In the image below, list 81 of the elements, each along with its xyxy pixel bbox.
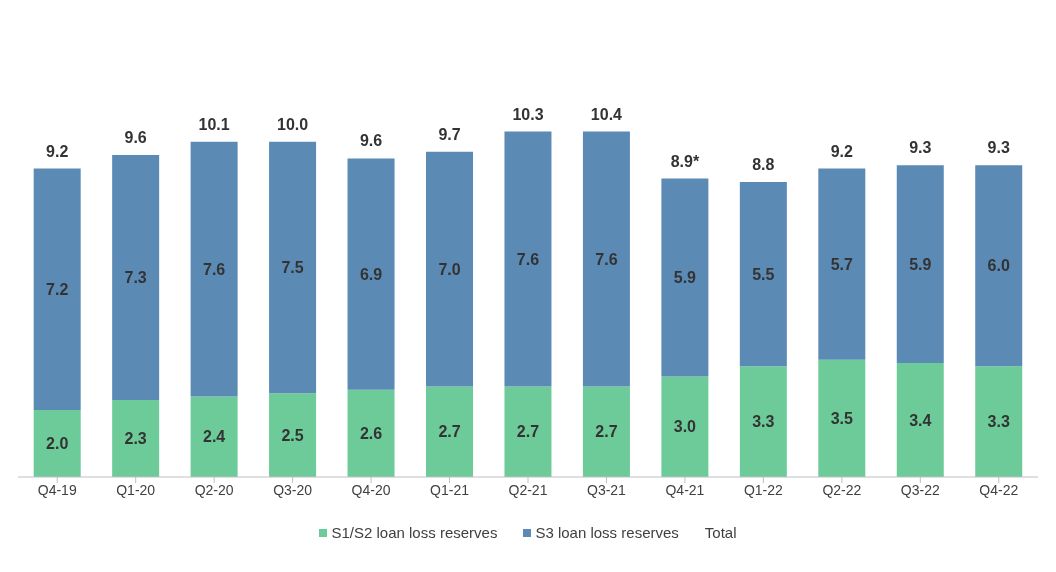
data-label: 7.6 bbox=[516, 250, 540, 268]
data-label: 5.9 bbox=[909, 255, 932, 273]
total-label: 9.2 bbox=[830, 142, 854, 160]
bar bbox=[818, 168, 866, 360]
bar bbox=[33, 168, 81, 410]
x-tick-label: Q1-21 bbox=[430, 481, 470, 498]
bar bbox=[896, 362, 944, 477]
total-label: 10.0 bbox=[277, 115, 309, 133]
x-tick-label: Q2-21 bbox=[508, 481, 548, 498]
total-label: 9.6 bbox=[124, 129, 147, 147]
data-label: 5.5 bbox=[752, 265, 775, 283]
data-label: 5.7 bbox=[830, 255, 854, 273]
data-label: 6.9 bbox=[359, 265, 383, 283]
x-tick-label: Q4-22 bbox=[979, 481, 1019, 498]
bar bbox=[818, 359, 866, 477]
total-label: 10.1 bbox=[198, 115, 230, 133]
data-label: 6.0 bbox=[987, 257, 1010, 275]
bar bbox=[112, 155, 160, 400]
bar bbox=[896, 165, 944, 363]
x-tick-label: Q3-22 bbox=[900, 481, 940, 498]
bar bbox=[269, 141, 317, 394]
data-label: 2.4 bbox=[202, 428, 226, 446]
data-label: 2.0 bbox=[46, 435, 69, 453]
x-tick-label: Q3-20 bbox=[273, 481, 313, 498]
bar bbox=[269, 393, 317, 477]
bar bbox=[190, 396, 238, 477]
bar bbox=[426, 151, 473, 387]
bar bbox=[739, 181, 787, 367]
x-tick-label: Q3-21 bbox=[587, 481, 627, 498]
data-label: 2.7 bbox=[438, 423, 461, 441]
bar bbox=[661, 178, 709, 377]
total-label: 9.6 bbox=[359, 132, 383, 150]
total-label: 8.9* bbox=[670, 152, 700, 170]
bar bbox=[739, 366, 787, 477]
total-label: 10.3 bbox=[512, 105, 544, 123]
bar bbox=[190, 141, 238, 397]
data-label: 7.5 bbox=[281, 259, 304, 277]
bar bbox=[582, 386, 630, 477]
data-label: 3.0 bbox=[673, 418, 697, 436]
total-label: 8.8 bbox=[752, 155, 775, 173]
x-tick-label: Q1-22 bbox=[743, 481, 784, 498]
legend-label: S3 loan loss reserves bbox=[535, 524, 679, 541]
bar bbox=[347, 158, 395, 390]
bar bbox=[347, 389, 395, 477]
data-label: 7.2 bbox=[46, 280, 69, 298]
data-label: 7.3 bbox=[124, 269, 147, 287]
total-label: 9.3 bbox=[987, 139, 1010, 157]
data-label: 2.6 bbox=[359, 425, 383, 443]
data-label: 7.6 bbox=[202, 260, 226, 278]
bar bbox=[504, 386, 552, 477]
x-tick-label: Q4-19 bbox=[37, 481, 77, 498]
data-label: 3.4 bbox=[909, 411, 932, 429]
data-label: 3.3 bbox=[752, 413, 775, 431]
bar bbox=[112, 399, 160, 477]
data-label: 3.3 bbox=[987, 413, 1010, 431]
data-label: 2.7 bbox=[516, 423, 540, 441]
total-label: 10.4 bbox=[590, 105, 623, 123]
total-label: 9.3 bbox=[909, 139, 932, 157]
bar bbox=[33, 409, 81, 477]
data-label: 2.3 bbox=[124, 430, 147, 448]
bar bbox=[975, 165, 1023, 367]
data-label: 5.9 bbox=[673, 269, 697, 287]
bar bbox=[661, 376, 709, 477]
x-tick-label: Q4-21 bbox=[665, 481, 705, 498]
x-tick-label: Q2-22 bbox=[822, 481, 862, 498]
data-label: 2.5 bbox=[281, 426, 304, 444]
data-label: 7.0 bbox=[438, 260, 461, 278]
text: Total bbox=[704, 524, 737, 541]
total-label: 9.2 bbox=[46, 142, 69, 160]
total-label: 9.7 bbox=[438, 125, 461, 143]
bar bbox=[504, 131, 552, 387]
data-label: 7.6 bbox=[595, 250, 618, 268]
data-label: 3.5 bbox=[830, 410, 854, 427]
data-label: 2.7 bbox=[595, 423, 618, 441]
legend-label: S1/S2 loan loss reserves bbox=[331, 524, 498, 541]
x-tick-label: Q4-20 bbox=[351, 481, 391, 498]
bar bbox=[582, 131, 630, 387]
x-tick-label: Q2-20 bbox=[194, 481, 234, 498]
bar bbox=[426, 386, 473, 477]
x-tick-label: Q1-20 bbox=[116, 481, 156, 498]
bar bbox=[975, 366, 1023, 477]
